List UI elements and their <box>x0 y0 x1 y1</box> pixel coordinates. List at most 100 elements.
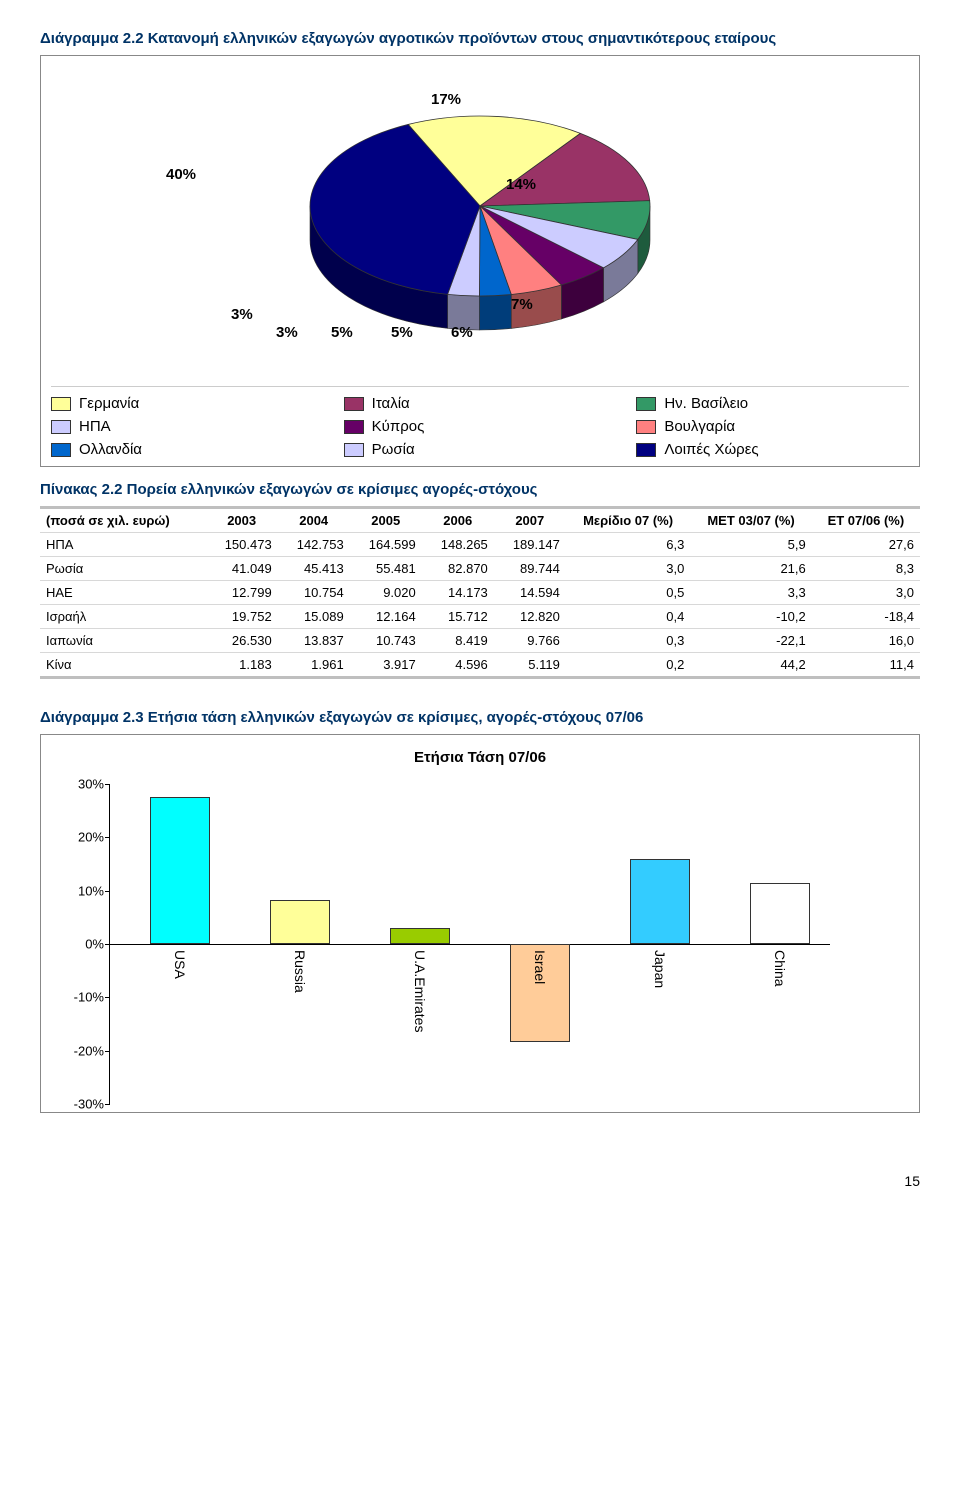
cell: 8.419 <box>422 629 494 653</box>
cell: 13.837 <box>278 629 350 653</box>
cell: 6,3 <box>566 533 691 557</box>
cell: 3,0 <box>812 581 920 605</box>
table-row: Ισραήλ19.75215.08912.16415.71212.8200,4-… <box>40 605 920 629</box>
cell: 44,2 <box>690 653 811 678</box>
cell: 3,0 <box>566 557 691 581</box>
pie-pct-40: 40% <box>166 166 196 183</box>
cell: 0,4 <box>566 605 691 629</box>
row-name: Κίνα <box>40 653 206 678</box>
legend-item: Ην. Βασίλειο <box>636 395 909 412</box>
table-row: Κίνα1.1831.9613.9174.5965.1190,244,211,4 <box>40 653 920 678</box>
pie-pct-5b: 5% <box>331 324 353 341</box>
cell: 9.020 <box>350 581 422 605</box>
cell: 55.481 <box>350 557 422 581</box>
cell: 41.049 <box>206 557 278 581</box>
legend-label: Γερμανία <box>79 395 139 412</box>
legend-label: Κύπρος <box>372 418 425 435</box>
cell: 1.183 <box>206 653 278 678</box>
cell: 12.799 <box>206 581 278 605</box>
y-tick <box>105 997 110 998</box>
bar-russia <box>270 900 330 944</box>
table-col: 2005 <box>350 508 422 533</box>
bar-label: USA <box>172 950 188 979</box>
row-name: ΗΠΑ <box>40 533 206 557</box>
legend-swatch <box>51 420 71 434</box>
cell: 5,9 <box>690 533 811 557</box>
legend-item: Λοιπές Χώρες <box>636 441 909 458</box>
legend-swatch <box>51 397 71 411</box>
cell: 1.961 <box>278 653 350 678</box>
bar-usa <box>150 797 210 944</box>
bar-label: Japan <box>652 950 668 988</box>
cell: 19.752 <box>206 605 278 629</box>
table-col: 2006 <box>422 508 494 533</box>
legend-swatch <box>636 420 656 434</box>
table22-title: Πίνακας 2.2 Πορεία ελληνικών εξαγωγών σε… <box>40 481 920 498</box>
cell: 89.744 <box>494 557 566 581</box>
bar-china <box>750 883 810 944</box>
cell: -18,4 <box>812 605 920 629</box>
pie-pct-3b: 3% <box>231 306 253 323</box>
pie-pct-7: 7% <box>511 296 533 313</box>
table-col: 2007 <box>494 508 566 533</box>
legend-item: Κύπρος <box>344 418 617 435</box>
cell: 12.820 <box>494 605 566 629</box>
legend-item: Βουλγαρία <box>636 418 909 435</box>
y-tick-label: -10% <box>60 990 104 1005</box>
pie-pct-14: 14% <box>506 176 536 193</box>
y-tick <box>105 1051 110 1052</box>
cell: 8,3 <box>812 557 920 581</box>
pie-svg <box>220 66 740 366</box>
cell: 26.530 <box>206 629 278 653</box>
legend-label: Βουλγαρία <box>664 418 735 435</box>
cell: 15.089 <box>278 605 350 629</box>
legend-swatch <box>344 397 364 411</box>
bar-label: Israel <box>532 950 548 984</box>
table-rowheader: (ποσά σε χιλ. ευρώ) <box>40 508 206 533</box>
pie-pct-6: 6% <box>451 324 473 341</box>
legend-label: ΗΠΑ <box>79 418 111 435</box>
bar-label: China <box>772 950 788 987</box>
cell: -10,2 <box>690 605 811 629</box>
cell: 5.119 <box>494 653 566 678</box>
table-col: 2003 <box>206 508 278 533</box>
exports-table: (ποσά σε χιλ. ευρώ)20032004200520062007 Μ… <box>40 506 920 679</box>
table-col: 2004 <box>278 508 350 533</box>
row-name: Ιαπωνία <box>40 629 206 653</box>
legend-swatch <box>344 420 364 434</box>
legend-label: Ην. Βασίλειο <box>664 395 748 412</box>
bar-chart-title: Ετήσια Τάση 07/06 <box>59 749 901 766</box>
pie-legend: Γερμανία Ιταλία Ην. Βασίλειο ΗΠΑ Κύπρος … <box>51 386 909 458</box>
bar-uaemirates <box>390 928 450 944</box>
table-col: ΜΕΤ 03/07 (%) <box>690 508 811 533</box>
y-tick-label: -30% <box>60 1097 104 1112</box>
cell: 12.164 <box>350 605 422 629</box>
pie-pct-17: 17% <box>431 91 461 108</box>
table-row: ΗΠΑ150.473142.753164.599148.265189.1476,… <box>40 533 920 557</box>
cell: 45.413 <box>278 557 350 581</box>
cell: 21,6 <box>690 557 811 581</box>
y-tick <box>105 837 110 838</box>
cell: 16,0 <box>812 629 920 653</box>
row-name: Ισραήλ <box>40 605 206 629</box>
legend-swatch <box>344 443 364 457</box>
legend-item: Ολλανδία <box>51 441 324 458</box>
cell: 0,5 <box>566 581 691 605</box>
legend-label: Ιταλία <box>372 395 410 412</box>
cell: 14.173 <box>422 581 494 605</box>
cell: 150.473 <box>206 533 278 557</box>
pie-pct-5a: 5% <box>391 324 413 341</box>
cell: 9.766 <box>494 629 566 653</box>
cell: 164.599 <box>350 533 422 557</box>
y-tick <box>105 891 110 892</box>
legend-item: Ρωσία <box>344 441 617 458</box>
diagram23-title: Διάγραμμα 2.3 Ετήσια τάση ελληνικών εξαγ… <box>40 709 920 726</box>
row-name: Ρωσία <box>40 557 206 581</box>
cell: -22,1 <box>690 629 811 653</box>
cell: 189.147 <box>494 533 566 557</box>
legend-item: ΗΠΑ <box>51 418 324 435</box>
table-row: Ιαπωνία26.53013.83710.7438.4199.7660,3-2… <box>40 629 920 653</box>
pie-chart-container: 40% 17% 14% 7% 6% 5% 5% 3% 3% Γερμανία Ι… <box>40 55 920 467</box>
legend-item: Γερμανία <box>51 395 324 412</box>
cell: 0,2 <box>566 653 691 678</box>
